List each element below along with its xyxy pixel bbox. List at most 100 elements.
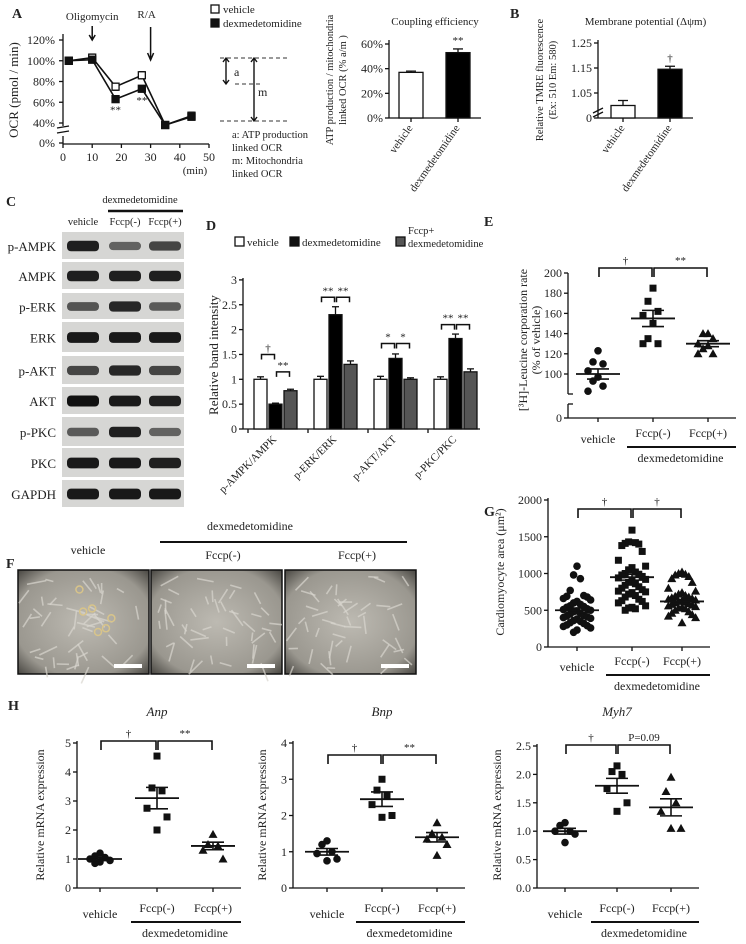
x-tick-label: p-ERK/ERK <box>291 434 339 482</box>
x-tick-label: 30 <box>145 150 157 164</box>
cell-shape <box>67 626 75 637</box>
data-point-Fccp(+) <box>691 586 701 595</box>
data-point-vehicle <box>589 358 597 366</box>
panel-label: H <box>8 699 19 714</box>
data-point-Fccp(-) <box>654 307 662 315</box>
cell-shape <box>47 603 63 607</box>
cell-shape <box>222 627 236 634</box>
significance-bracket <box>440 323 456 330</box>
group-label: dexmedetomidine <box>142 926 228 940</box>
cell-shape <box>294 576 309 591</box>
data-point-Fccp(+) <box>432 850 442 859</box>
annotation-oligomycin: Oligomycin <box>66 11 119 23</box>
data-point-dexmedetomidine <box>111 94 120 104</box>
lane-label: Fccp(-) <box>110 217 141 228</box>
cell-shape <box>345 645 352 663</box>
significance-bracket <box>320 296 336 303</box>
cell-shape <box>76 621 96 628</box>
cell-shape <box>330 622 346 628</box>
cell-shape <box>328 640 334 659</box>
significance-bracket <box>565 744 617 754</box>
cell-shape <box>253 592 262 605</box>
data-point-Fccp(-) <box>618 542 626 550</box>
x-tick-label: vehicle <box>387 123 415 156</box>
y-axis-label: OCR (pmol / min) <box>6 42 21 138</box>
y-tick-label: 3 <box>231 273 237 287</box>
cell-shape <box>74 656 80 670</box>
y-tick-label: 0 <box>65 881 71 895</box>
y-tick-label: 3 <box>281 772 287 786</box>
data-point-Fccp(-) <box>623 799 631 807</box>
data-point-Fccp(-) <box>628 526 636 534</box>
cell-shape <box>86 621 103 628</box>
cell-shape <box>29 648 41 654</box>
significance-mark: ** <box>458 313 469 325</box>
bar-vehicle <box>398 71 424 119</box>
bar-vehicle <box>433 378 448 430</box>
significance-bracket <box>382 754 437 764</box>
blot-band <box>149 427 181 437</box>
x-tick-label: p-AMPK/AMPK <box>217 434 279 496</box>
cell-shape <box>343 625 362 629</box>
data-point-Fccp(-) <box>388 812 396 819</box>
blot-band <box>149 395 181 407</box>
blot-band <box>149 457 181 469</box>
cell-shape <box>335 639 343 648</box>
cell-shape <box>251 644 255 659</box>
bar-dexmedetomidine <box>388 357 403 430</box>
y-axis-label: Relative mRNA expression <box>33 749 47 880</box>
cell-shape <box>401 575 410 587</box>
cell-shape <box>116 587 125 594</box>
legend-swatch-dexmedetomidine <box>210 18 220 28</box>
cell-shape <box>220 601 227 612</box>
data-point-Fccp(-) <box>613 807 621 815</box>
y-tick-label: 0 <box>556 411 562 425</box>
blot-row-label: AKT <box>29 394 56 409</box>
significance-mark: † <box>588 732 594 744</box>
y-axis-label: (Ex: 510 Em: 580) <box>548 40 559 119</box>
blot-band <box>67 240 99 252</box>
significance-mark: ** <box>443 313 454 325</box>
data-point-vehicle <box>561 838 569 847</box>
blot-row-label: ERK <box>30 331 57 346</box>
data-point-vehicle <box>559 594 568 603</box>
x-tick-label: vehicle <box>599 123 627 156</box>
data-point-Fccp(-) <box>631 605 639 613</box>
cell-shape <box>230 584 242 590</box>
cell-shape <box>89 577 97 590</box>
cell-shape <box>66 664 79 671</box>
data-point-Fccp(-) <box>638 547 646 555</box>
cell-shape <box>336 598 349 616</box>
blot-band <box>67 395 99 407</box>
y-axis-label: Cardiomyocyte area (μm²) <box>493 508 507 635</box>
significance-bracket <box>100 740 157 750</box>
significance-mark: ** <box>323 285 334 297</box>
legend-swatch-vehicle <box>210 4 220 14</box>
significance-mark: ** <box>180 728 191 740</box>
cell-shape <box>309 590 320 603</box>
cell-shape <box>78 607 88 616</box>
y-axis-label: (% of vehicle) <box>529 306 543 375</box>
blot-row-label: GAPDH <box>11 487 56 502</box>
group-label: dexmedetomidine <box>367 926 453 940</box>
data-point-Fccp(-) <box>163 813 171 821</box>
y-tick-label: 1.0 <box>516 824 531 838</box>
blot-band <box>149 302 181 311</box>
y-tick-label: 140 <box>544 327 562 341</box>
cell-shape <box>40 611 52 627</box>
chart-title: Myh7 <box>601 704 632 719</box>
significance-bracket <box>653 267 708 277</box>
group-label: dexmedetomidine <box>614 679 700 693</box>
blot-band <box>109 457 141 469</box>
blot-band <box>67 488 99 500</box>
cell-shape <box>75 585 84 594</box>
data-point-Fccp(-) <box>608 768 616 776</box>
cell-shape <box>288 665 295 677</box>
cell-shape <box>44 666 49 678</box>
x-tick-label: vehicle <box>581 432 616 446</box>
data-point-Fccp(+) <box>432 818 442 827</box>
cell-shape <box>96 583 102 594</box>
y-tick-label: 40% <box>33 116 55 130</box>
cell-shape <box>86 614 105 623</box>
